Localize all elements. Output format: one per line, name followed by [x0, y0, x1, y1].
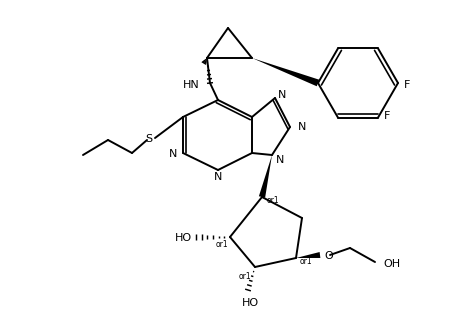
Text: S: S [145, 134, 152, 144]
Text: N: N [275, 155, 284, 165]
Text: HO: HO [241, 298, 258, 308]
Text: HO: HO [174, 233, 192, 243]
Text: O: O [324, 251, 332, 261]
Text: F: F [403, 80, 410, 90]
Text: OH: OH [382, 259, 399, 269]
Text: N: N [213, 172, 222, 182]
Text: N: N [278, 90, 286, 100]
Text: HN: HN [183, 80, 200, 90]
Text: or1: or1 [267, 196, 279, 205]
Text: N: N [298, 122, 306, 132]
Text: or1: or1 [299, 257, 312, 266]
Polygon shape [258, 155, 271, 198]
Polygon shape [252, 58, 318, 86]
Text: or1: or1 [238, 272, 250, 281]
Text: N: N [168, 149, 177, 159]
Text: F: F [383, 111, 389, 121]
Polygon shape [295, 252, 320, 258]
Text: or1: or1 [215, 240, 228, 249]
